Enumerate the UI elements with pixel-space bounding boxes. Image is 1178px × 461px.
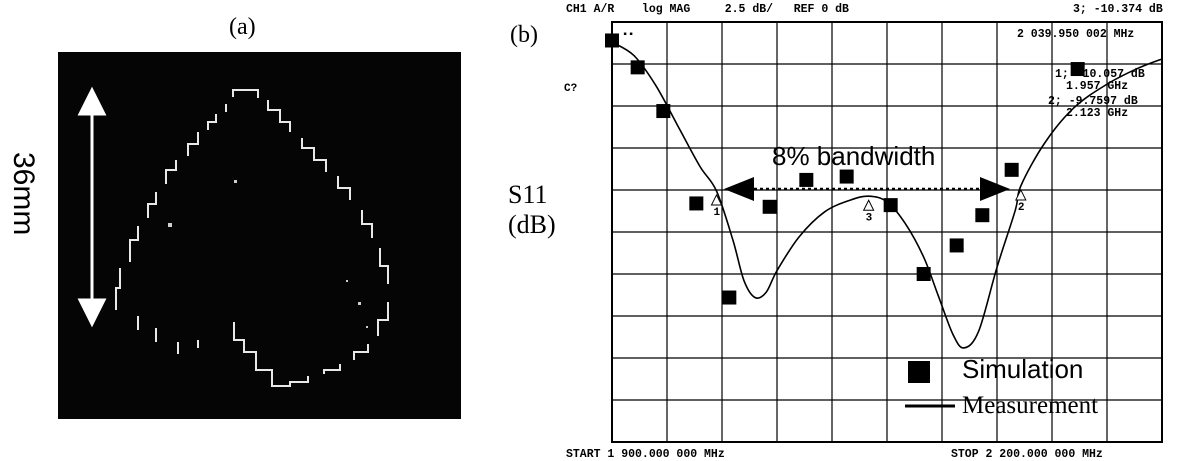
marker2-value: 2; -9.7597 dB <box>1048 95 1138 108</box>
simulation-point <box>722 290 737 305</box>
simulation-point <box>762 199 777 214</box>
chart-grid <box>611 21 1163 443</box>
simulation-point <box>630 60 645 75</box>
stop-frequency: STOP 2 200.000 000 MHz <box>951 448 1103 461</box>
marker1-frequency: 1.957 GHz <box>1066 80 1128 93</box>
panel-a-label: (a) <box>229 14 256 40</box>
marker-id-1: 1 <box>714 207 721 219</box>
antenna-photo <box>58 52 461 419</box>
simulation-point <box>883 198 898 213</box>
legend-measurement-label: Measurement <box>962 392 1098 419</box>
marker-triangle-1 <box>710 193 723 206</box>
simulation-point <box>656 104 671 119</box>
active-marker-readout: 3; -10.374 dB <box>1073 3 1163 16</box>
bandwidth-label: 8% bandwidth <box>772 141 935 171</box>
marker-frequency-readout: 2 039.950 002 MHz <box>1017 28 1134 41</box>
marker-triangle-2 <box>1015 188 1027 201</box>
marker-id-3: 3 <box>866 212 873 224</box>
y-axis-label-line2: (dB) <box>508 210 556 239</box>
y-axis-label: S11 (dB) <box>508 180 556 240</box>
analyzer-header: CH1 A/R log MAG 2.5 dB/ REF 0 dB <box>566 3 849 16</box>
simulation-point <box>975 208 990 223</box>
simulation-point <box>839 169 854 184</box>
simulation-point <box>1070 62 1085 77</box>
bandwidth-arrow-right <box>980 177 1010 201</box>
y-axis-label-line1: S11 <box>508 180 548 209</box>
legend-simulation-marker <box>908 361 930 383</box>
marker-id-2: 2 <box>1018 202 1025 214</box>
marker-flag-glyph: ▪▪ <box>622 30 634 41</box>
simulation-point <box>949 238 964 253</box>
chart-data: 1 2 3 <box>605 33 1163 349</box>
start-frequency: START 1 900.000 000 MHz <box>566 448 725 461</box>
chart-annotations: ▪▪ 2 039.950 002 MHz 1; -10.057 dB 1.957… <box>564 28 1145 419</box>
simulation-point <box>689 196 704 211</box>
panel-b-label: (b) <box>510 22 538 48</box>
antenna-outline <box>77 86 389 387</box>
marker2-frequency: 2.123 GHz <box>1066 107 1128 120</box>
dimension-arrow <box>77 86 107 328</box>
simulation-point <box>605 33 619 48</box>
simulation-point <box>1004 162 1019 177</box>
simulation-point <box>916 267 931 281</box>
measurement-line <box>611 41 1163 349</box>
reference-level-label: C? <box>564 83 577 95</box>
legend-simulation-label: Simulation <box>962 354 1083 384</box>
marker-triangle-3 <box>862 199 875 211</box>
simulation-point <box>799 172 814 187</box>
bandwidth-arrow-left <box>724 177 754 201</box>
